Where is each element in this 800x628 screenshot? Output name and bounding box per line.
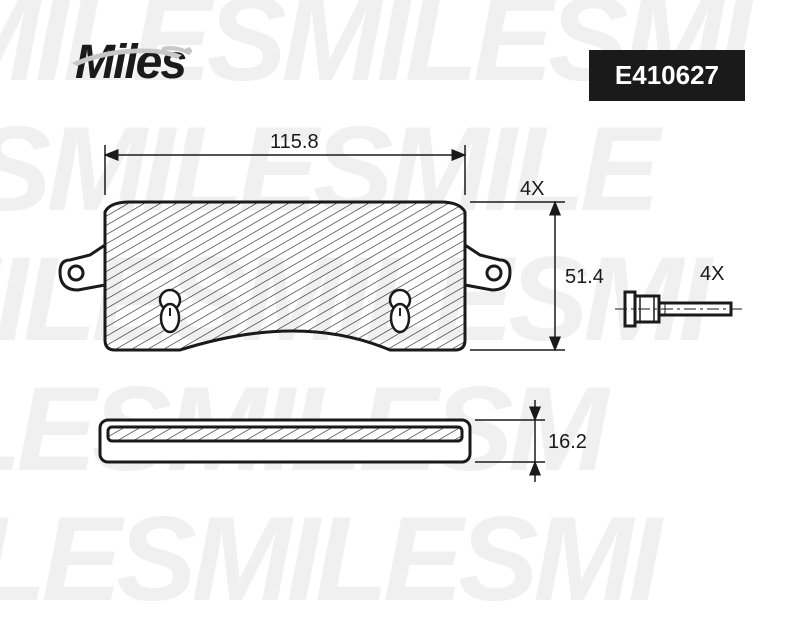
dim-height-value: 51.4 [565,266,604,288]
logo-swoosh-icon [67,41,217,71]
pad-right-hole [487,266,501,280]
pad-quantity: 4X [520,178,544,200]
brake-pad-front-view [60,202,510,350]
part-number: E410627 [615,60,719,90]
brand-logo: Miles [75,35,185,90]
brake-pad-side-view [100,420,470,462]
bolt-quantity: 4X [700,263,724,285]
part-number-badge: E410627 [589,50,745,101]
pad-left-hole [69,266,83,280]
pad-right-ear [465,245,510,290]
pad-left-ear [60,245,105,290]
pad-friction-surface [105,202,465,350]
dim-thickness-value: 16.2 [548,431,587,453]
bolt-drawing [615,292,742,326]
pad-side-friction [108,427,462,441]
dim-width-value: 115.8 [270,131,319,153]
